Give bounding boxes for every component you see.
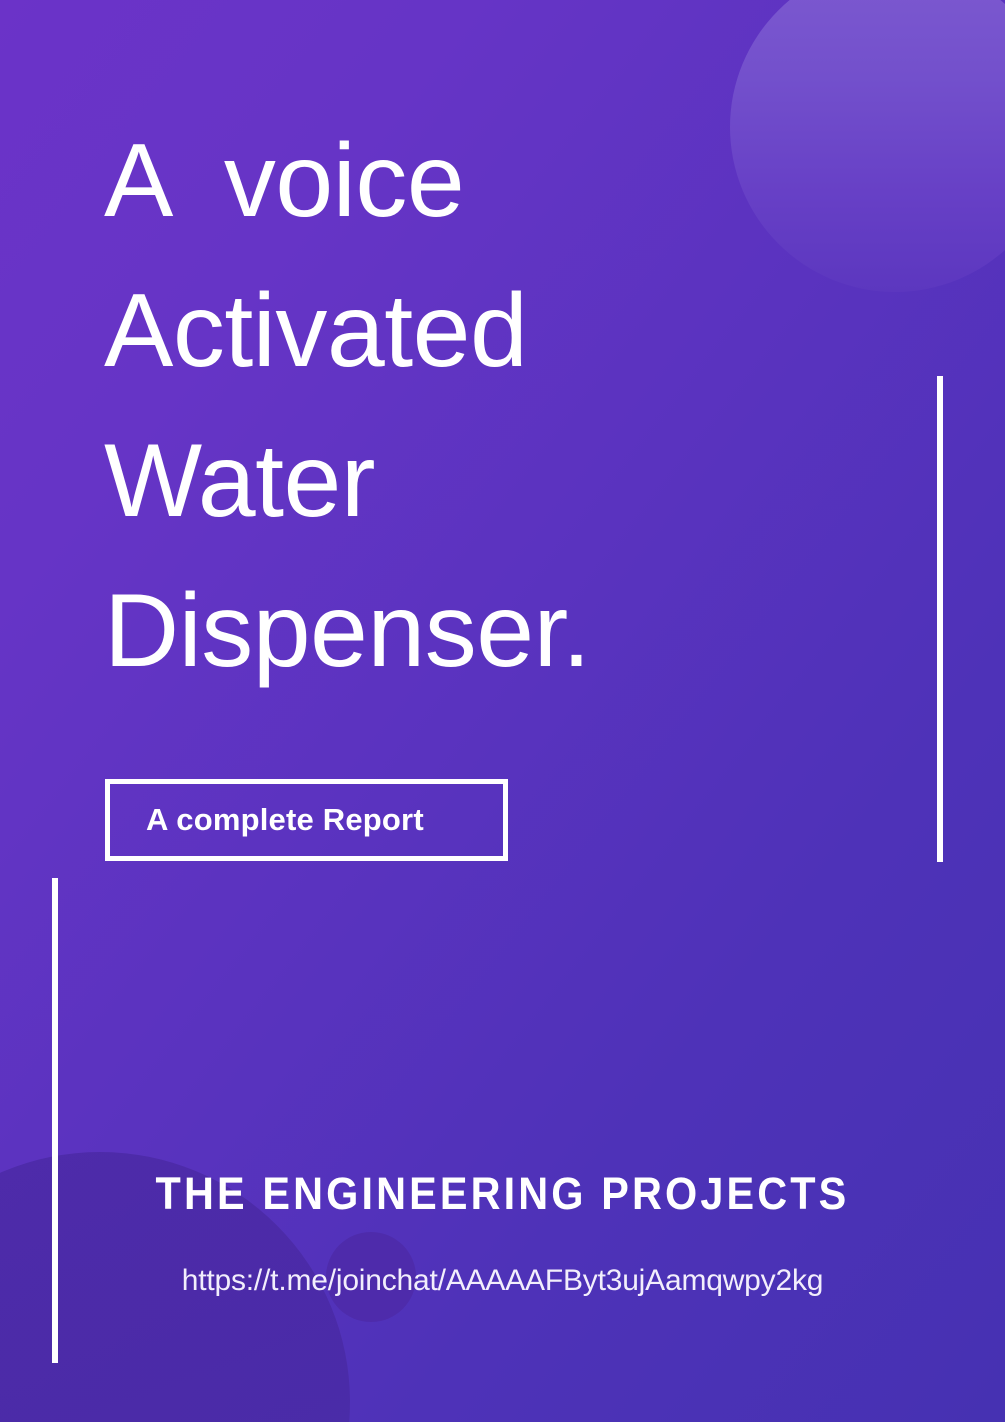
vertical-rule-left xyxy=(52,878,58,1363)
title-line-2: Activated xyxy=(104,273,528,389)
subtitle-label: A complete Report xyxy=(146,802,424,837)
page-title: A voice Activated Water Dispenser. xyxy=(104,106,864,706)
brand-name: THE ENGINEERING PROJECTS xyxy=(155,1168,850,1219)
vertical-rule-right xyxy=(937,376,943,862)
subtitle-badge: A complete Report xyxy=(105,779,508,861)
decorative-circle-bottom-small xyxy=(326,1232,416,1322)
title-line-1: A voice xyxy=(104,123,465,239)
title-line-3: Water xyxy=(104,423,376,539)
title-line-4: Dispenser. xyxy=(104,573,591,689)
footer-url: https://t.me/joinchat/AAAAAFByt3ujAamqwp… xyxy=(181,1264,824,1297)
